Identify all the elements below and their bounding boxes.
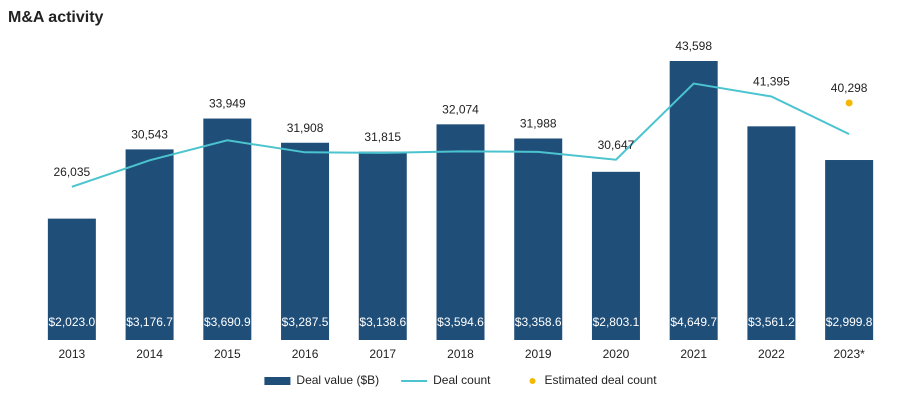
bar xyxy=(281,142,330,340)
bar-value-label: $2,999.8 xyxy=(826,315,873,329)
legend-label: Deal count xyxy=(433,373,491,387)
bar-value-label: $4,649.7 xyxy=(670,315,717,329)
bar-value-label: $2,803.1 xyxy=(593,315,640,329)
bar-value-label: $3,138.6 xyxy=(359,315,406,329)
line-value-label: 26,035 xyxy=(54,165,91,179)
bar xyxy=(825,160,874,340)
x-tick-label: 2017 xyxy=(369,347,396,361)
bar-value-label: $3,287.5 xyxy=(282,315,329,329)
bar xyxy=(47,218,96,340)
bar xyxy=(358,151,407,340)
bar-value-label: $2,023.0 xyxy=(49,315,96,329)
line-value-label: 30,647 xyxy=(598,138,635,152)
legend-label: Estimated deal count xyxy=(545,373,658,387)
bar-value-label: $3,358.6 xyxy=(515,315,562,329)
x-tick-label: 2020 xyxy=(603,347,630,361)
x-tick-label: 2015 xyxy=(214,347,241,361)
bar-value-label: $3,561.2 xyxy=(748,315,795,329)
x-tick-label: 2016 xyxy=(292,347,319,361)
legend-label: Deal value ($B) xyxy=(296,373,379,387)
x-tick-label: 2022 xyxy=(758,347,785,361)
chart-title: M&A activity xyxy=(8,9,104,26)
bar-value-label: $3,594.6 xyxy=(437,315,484,329)
bar xyxy=(591,171,640,340)
line-value-label: 31,815 xyxy=(364,130,401,144)
x-tick-label: 2019 xyxy=(525,347,552,361)
line xyxy=(71,82,850,188)
point-value-label: 40,298 xyxy=(831,81,868,95)
line-value-label: 31,908 xyxy=(287,121,324,135)
bar-value-label: $3,176.7 xyxy=(126,315,173,329)
line-value-label: 30,543 xyxy=(131,128,168,142)
x-tick-label: 2018 xyxy=(447,347,474,361)
line-value-label: 31,988 xyxy=(520,117,557,131)
legend-swatch xyxy=(264,377,291,385)
line-value-label: 32,074 xyxy=(442,102,479,116)
bar xyxy=(669,61,718,340)
bar xyxy=(514,138,563,340)
point xyxy=(845,99,853,107)
bar-value-label: $3,690.9 xyxy=(204,315,251,329)
line-value-label: 43,598 xyxy=(675,39,712,53)
bar xyxy=(747,126,796,340)
line-value-label: 33,949 xyxy=(209,97,246,111)
line-value-label: 41,395 xyxy=(753,75,790,89)
x-tick-label: 2023* xyxy=(833,347,865,361)
bar xyxy=(203,118,252,341)
x-tick-label: 2014 xyxy=(136,347,163,361)
legend-swatch xyxy=(529,378,536,384)
bar xyxy=(125,149,174,340)
bar xyxy=(436,124,485,340)
x-tick-label: 2013 xyxy=(59,347,86,361)
x-tick-label: 2021 xyxy=(680,347,707,361)
